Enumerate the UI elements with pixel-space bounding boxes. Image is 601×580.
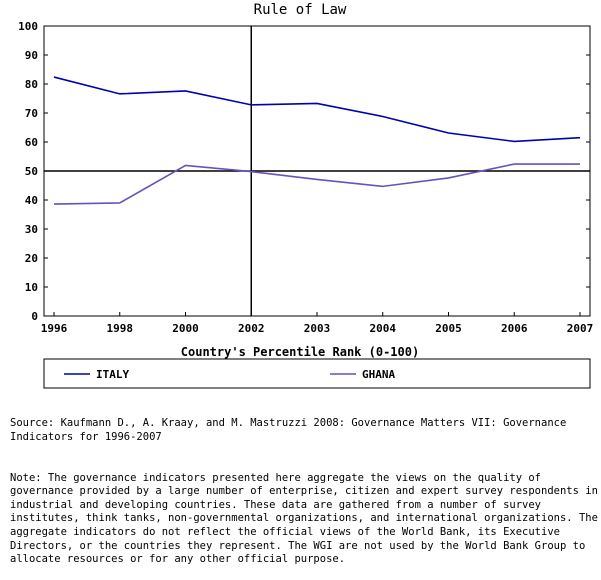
y-tick-label: 80 (25, 78, 38, 91)
y-tick-label: 100 (18, 20, 38, 33)
x-tick-label: 1996 (41, 322, 68, 335)
y-tick-label: 90 (25, 49, 38, 62)
x-tick-label: 2002 (238, 322, 265, 335)
y-tick-label: 60 (25, 136, 38, 149)
source-text: Source: Kaufmann D., A. Kraay, and M. Ma… (10, 417, 573, 443)
series-lines (53, 76, 581, 205)
x-tick-label: 2000 (172, 322, 199, 335)
x-tick-label: 2003 (304, 322, 331, 335)
legend-label-italy: ITALY (96, 368, 129, 381)
x-axis-label: Country's Percentile Rank (0-100) (181, 345, 419, 359)
note-text: Note: The governance indicators presente… (10, 471, 598, 566)
legend-box (43, 358, 591, 389)
chart-title: Rule of Law (254, 2, 347, 18)
x-axis: 1996 1998 2000 2002 2003 2004 2005 2006 2007 (41, 312, 594, 335)
x-tick-label: 1998 (107, 322, 134, 335)
series-line-ghana (53, 163, 580, 205)
x-tick-label: 2005 (435, 322, 462, 335)
legend-label-ghana: GHANA (362, 368, 395, 381)
y-tick-label: 50 (25, 165, 38, 178)
x-tick-label: 2004 (370, 322, 397, 335)
y-tick-label: 70 (25, 107, 38, 120)
y-tick-label: 10 (25, 281, 38, 294)
x-tick-label: 2006 (501, 322, 528, 335)
y-tick-label: 30 (25, 223, 38, 236)
y-tick-label: 40 (25, 194, 38, 207)
source-and-note: Source: Kaufmann D., A. Kraay, and M. Ma… (10, 390, 598, 580)
y-tick-label: 0 (31, 310, 38, 323)
series-line-italy (53, 76, 581, 143)
x-tick-label: 2007 (567, 322, 594, 335)
legend: ITALY GHANA (43, 358, 591, 389)
y-tick-label: 20 (25, 252, 38, 265)
